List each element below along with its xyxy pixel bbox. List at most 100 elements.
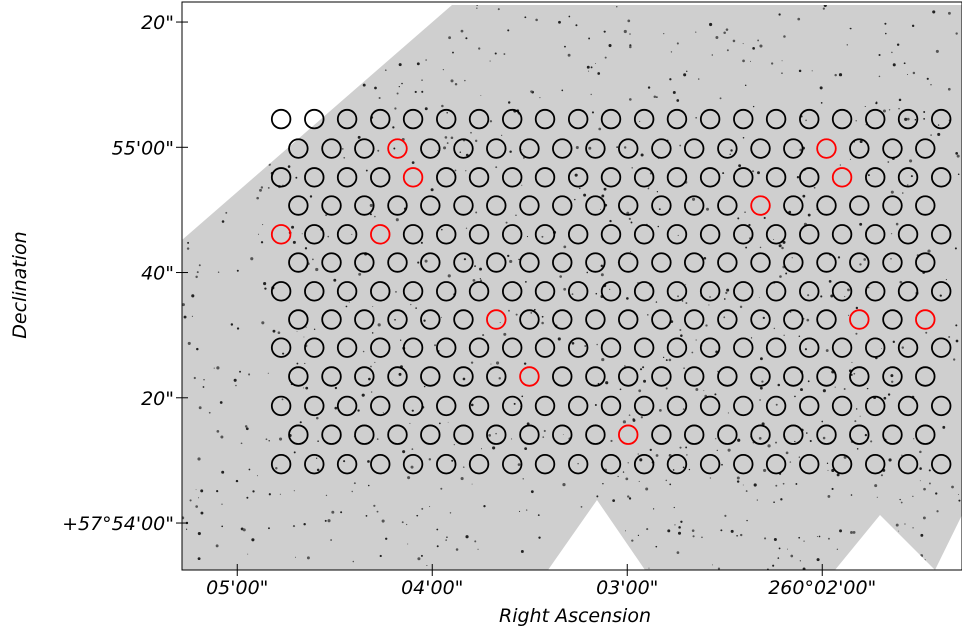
sky-speckle [722,172,725,175]
pointing [534,337,556,358]
sky-speckle [958,494,959,495]
sky-speckle [742,484,744,486]
pointing [666,337,688,358]
sky-speckle [421,79,423,81]
sky-speckle [446,142,449,144]
sky-speckle [521,149,523,150]
sky-speckle [460,477,464,481]
pointing [288,195,309,216]
pointing [633,224,655,245]
pointing [783,424,804,445]
sky-speckle [509,150,512,153]
sky-speckle [928,469,931,472]
sky-speckle [541,315,544,318]
sky-speckle [217,271,220,273]
sky-speckle [369,213,372,216]
pointing [765,108,787,130]
sky-speckle [279,493,281,495]
sky-speckle [515,214,517,216]
sky-speckle [500,134,503,137]
sky-speckle [826,462,829,464]
sky-speckle [785,451,789,455]
sky-speckle [947,11,951,15]
sky-speckle [629,98,632,101]
sky-speckle [561,89,564,92]
pointing [468,395,490,417]
pointing [765,224,787,245]
sky-speckle [669,454,671,456]
sky-speckle [750,60,751,62]
sky-speckle [233,378,237,382]
sky-speckle [847,314,850,316]
sky-speckle [378,21,381,24]
y-tick-label: 40" [141,263,174,285]
sky-speckle [377,323,381,327]
sky-speckle [859,140,863,144]
pointing [552,138,573,159]
sky-speckle [507,29,510,32]
sky-speckle [281,133,284,136]
sky-speckle [523,157,525,159]
pointing [897,281,919,302]
sky-speckle [352,48,356,52]
sky-speckle [677,531,682,535]
sky-speckle [919,467,922,470]
sky-speckle [567,53,571,57]
sky-speckle [770,62,774,65]
pointing [468,224,490,245]
sky-speckle [526,236,529,238]
sky-speckle [584,344,587,347]
sky-speckle [667,529,671,533]
sky-speckle [726,49,729,52]
sky-speckle [676,551,680,554]
pointing [567,108,589,130]
sky-speckle [462,466,465,468]
sky-speckle [378,96,381,100]
sky-speckle [208,116,209,118]
sky-speckle [374,86,377,90]
pointing [882,138,903,159]
sky-speckle [773,537,777,541]
sky-speckle [577,463,579,465]
sky-speckle [624,365,626,367]
sky-speckle [888,458,892,462]
sky-speckle [353,482,356,485]
pointing [816,252,837,273]
pointing [699,108,721,130]
sky-speckle [343,156,346,159]
sky-speckle [242,528,246,532]
pointing [666,453,688,475]
sky-speckle [417,28,419,30]
sky-speckle [424,107,428,111]
sky-speckle [203,116,206,119]
sky-speckle [926,77,929,80]
pointing [354,366,375,387]
sky-speckle [213,367,215,369]
sky-speckle [539,97,541,99]
sky-speckle [564,45,566,48]
highlighted-pointing [750,195,771,216]
sky-speckle [605,381,609,385]
sky-speckle [705,324,708,327]
sky-speckle [252,158,255,161]
sky-speckle [595,292,598,295]
sky-speckle [213,206,216,209]
sky-speckle [739,305,743,309]
sky-speckle [906,184,909,186]
pointing [453,138,474,159]
sky-speckle [649,448,652,451]
sky-speckle [887,393,891,396]
sky-speckle [761,380,764,383]
pointing [304,337,325,358]
sky-speckle [231,12,234,16]
sky-speckle [373,504,376,507]
sky-speckle [221,470,225,474]
sky-speckle [802,194,806,198]
sky-speckle [563,245,567,249]
pointing [799,108,820,130]
sky-speckle [759,399,761,401]
sky-speckle [682,408,685,410]
sky-speckle [530,312,533,314]
sky-speckle [574,198,576,201]
sky-speckle [325,494,328,497]
